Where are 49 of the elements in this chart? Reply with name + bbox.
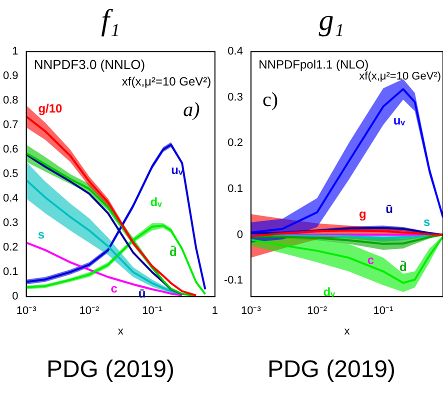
series-label: uᵥ bbox=[392, 113, 406, 128]
series-label: uᵥ bbox=[171, 163, 184, 178]
y-tick-label: 0.2 bbox=[2, 242, 18, 254]
text: PDG (2019) bbox=[267, 356, 396, 384]
series-label: s bbox=[422, 214, 430, 229]
y-tick-label: 0 bbox=[236, 228, 242, 241]
y-tick-label: 0.5 bbox=[2, 168, 18, 180]
x-tick-label: 1 bbox=[212, 305, 218, 318]
y-tick-label: 1 bbox=[12, 46, 18, 58]
y-tick-label: 0.8 bbox=[2, 94, 18, 107]
chart-title: g₁ bbox=[318, 3, 344, 39]
series-label: g bbox=[358, 206, 366, 221]
y-tick-label: 0.4 bbox=[227, 46, 242, 58]
annotation: NNPDF3.0 (NNLO) bbox=[34, 57, 146, 72]
y-tick-label: 0 bbox=[12, 290, 18, 303]
series-label: ū bbox=[385, 202, 392, 216]
text: dᵥ bbox=[322, 285, 336, 300]
chart-title: f₁ bbox=[101, 3, 120, 39]
annotation: a) bbox=[183, 98, 200, 121]
series-label: c bbox=[366, 253, 374, 268]
y-tick-label: 0.2 bbox=[227, 137, 242, 150]
y-tick-label: 0.3 bbox=[2, 217, 18, 230]
x-tick-label: 10⁻² bbox=[306, 305, 327, 318]
annotation: xf(x,μ²=10 GeV²) bbox=[358, 70, 440, 83]
x-tick-label: 10⁻³ bbox=[16, 305, 37, 318]
y-tick-label: 0.6 bbox=[2, 144, 18, 156]
x-axis-title: x bbox=[118, 325, 124, 338]
x-tick-label: 10⁻¹ bbox=[142, 305, 162, 318]
annotation: c) bbox=[262, 89, 278, 112]
annotation: NNPDFpol1.1 (NLO) bbox=[258, 57, 368, 72]
x-tick-label: 10⁻² bbox=[79, 305, 100, 318]
y-tick-label: 0.1 bbox=[227, 183, 242, 196]
series-label: d̄ bbox=[169, 244, 177, 259]
series-label: dᵥ bbox=[150, 195, 163, 210]
series-label: g/10 bbox=[38, 102, 63, 116]
y-tick-label: 0.4 bbox=[2, 192, 18, 205]
annotation: xf(x,μ²=10 GeV²) bbox=[122, 74, 212, 88]
y-tick-label: -0.1 bbox=[223, 274, 242, 287]
x-tick-label: 10⁻³ bbox=[240, 305, 261, 318]
series-label: d̄ bbox=[399, 260, 406, 274]
series-label: c bbox=[110, 281, 118, 296]
x-axis-title: x bbox=[344, 325, 350, 338]
x-tick-label: 10⁻¹ bbox=[372, 305, 394, 318]
y-tick-label: 0.3 bbox=[227, 91, 242, 104]
y-tick-label: 0.7 bbox=[2, 119, 18, 132]
y-tick-label: 0.1 bbox=[2, 266, 18, 278]
text: s bbox=[38, 228, 45, 242]
text: PDG (2019) bbox=[46, 356, 175, 384]
y-tick-label: 0.9 bbox=[2, 70, 18, 82]
